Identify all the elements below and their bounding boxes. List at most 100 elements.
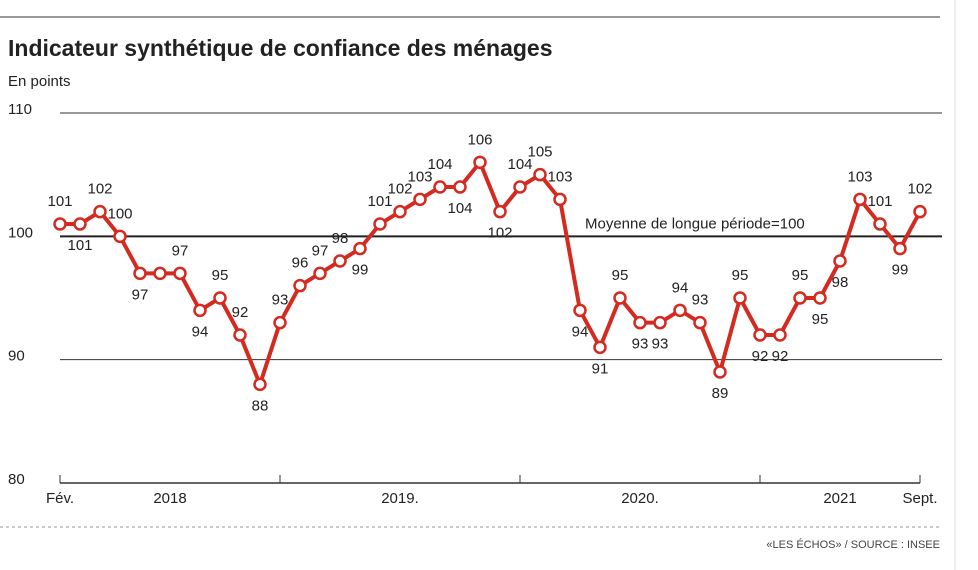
point <box>153 266 167 281</box>
data-label: 92 <box>752 348 769 365</box>
point <box>513 180 527 194</box>
point <box>813 291 827 305</box>
point <box>593 340 607 355</box>
y-tick-label: 90 <box>8 348 25 365</box>
data-label: 101 <box>867 193 892 210</box>
data-label: 106 <box>467 131 492 148</box>
chart-title: Indicateur synthétique de confiance des … <box>8 35 553 61</box>
data-label: 89 <box>712 385 729 402</box>
point <box>253 377 267 392</box>
data-label: 104 <box>507 156 532 173</box>
year-label: 2019. <box>381 490 419 507</box>
point <box>413 192 427 207</box>
point <box>233 328 247 342</box>
data-label: 105 <box>527 144 552 161</box>
data-label: 104 <box>427 156 452 173</box>
data-label: 95 <box>612 267 629 284</box>
y-tick-label: 100 <box>8 224 33 241</box>
data-label: 102 <box>907 181 932 198</box>
point <box>773 328 787 342</box>
data-label: 102 <box>387 181 412 198</box>
point <box>713 365 727 379</box>
subtitle: En points <box>8 73 71 90</box>
point <box>653 315 667 330</box>
data-label: 91 <box>592 360 609 377</box>
data-label: 92 <box>772 348 789 365</box>
point <box>273 315 287 330</box>
data-label: 104 <box>447 200 472 217</box>
point <box>453 180 467 194</box>
x-tick-label: Sept. <box>902 490 937 507</box>
point <box>53 217 67 231</box>
point <box>193 303 207 318</box>
point <box>353 241 367 256</box>
point <box>613 291 627 305</box>
data-label: 93 <box>652 336 669 353</box>
data-label: 95 <box>212 267 229 284</box>
point <box>533 167 547 182</box>
point <box>213 291 227 305</box>
data-label: 98 <box>332 230 349 247</box>
data-label: 95 <box>792 267 809 284</box>
point <box>133 266 147 281</box>
point <box>573 303 587 318</box>
point <box>493 204 507 219</box>
data-label: 97 <box>312 242 329 259</box>
point <box>753 328 767 342</box>
data-label: 99 <box>352 262 369 279</box>
point <box>673 303 687 318</box>
data-label: 95 <box>732 267 749 284</box>
data-label: 101 <box>67 237 92 254</box>
data-label: 100 <box>107 205 132 222</box>
data-label: 101 <box>47 193 72 210</box>
source: «LES ÉCHOS» / SOURCE : INSEE <box>766 538 940 551</box>
data-label: 103 <box>847 168 872 185</box>
data-label: 94 <box>672 279 689 296</box>
data-label: 98 <box>832 274 849 291</box>
point <box>293 278 307 293</box>
data-label: 102 <box>87 181 112 198</box>
point <box>333 254 347 268</box>
data-label: 94 <box>192 323 209 340</box>
point <box>113 229 127 244</box>
data-label: 93 <box>692 292 709 309</box>
point <box>793 291 807 305</box>
point <box>553 192 567 207</box>
point <box>853 192 867 207</box>
year-label: 2021 <box>823 490 856 507</box>
y-tick-label: 110 <box>8 101 32 118</box>
y-tick-label: 80 <box>8 471 25 488</box>
point <box>913 204 927 219</box>
data-label: 94 <box>572 323 589 340</box>
point <box>633 315 647 330</box>
year-label: 2018 <box>153 490 186 507</box>
data-label: 95 <box>812 311 829 328</box>
point <box>733 291 747 305</box>
point <box>693 315 707 330</box>
data-label: 97 <box>172 242 189 259</box>
point <box>833 254 847 268</box>
year-label: 2020. <box>621 490 659 507</box>
annotation: Moyenne de longue période=100 <box>585 215 805 232</box>
data-label: 88 <box>252 397 269 414</box>
data-label: 102 <box>487 225 512 242</box>
data-label: 93 <box>272 292 289 309</box>
data-label: 93 <box>632 336 649 353</box>
data-label: 99 <box>892 262 909 279</box>
point <box>373 217 387 231</box>
point <box>313 266 327 281</box>
x-tick-label: Fév. <box>46 490 74 507</box>
data-label: 103 <box>547 168 572 185</box>
data-label: 97 <box>132 286 149 303</box>
data-label: 103 <box>407 168 432 185</box>
point <box>873 217 887 231</box>
point <box>893 241 907 256</box>
data-label: 92 <box>232 304 249 321</box>
point <box>73 217 87 231</box>
point <box>93 204 107 219</box>
point <box>173 266 187 281</box>
data-label: 96 <box>292 255 309 272</box>
point <box>393 204 407 219</box>
point <box>433 180 447 194</box>
